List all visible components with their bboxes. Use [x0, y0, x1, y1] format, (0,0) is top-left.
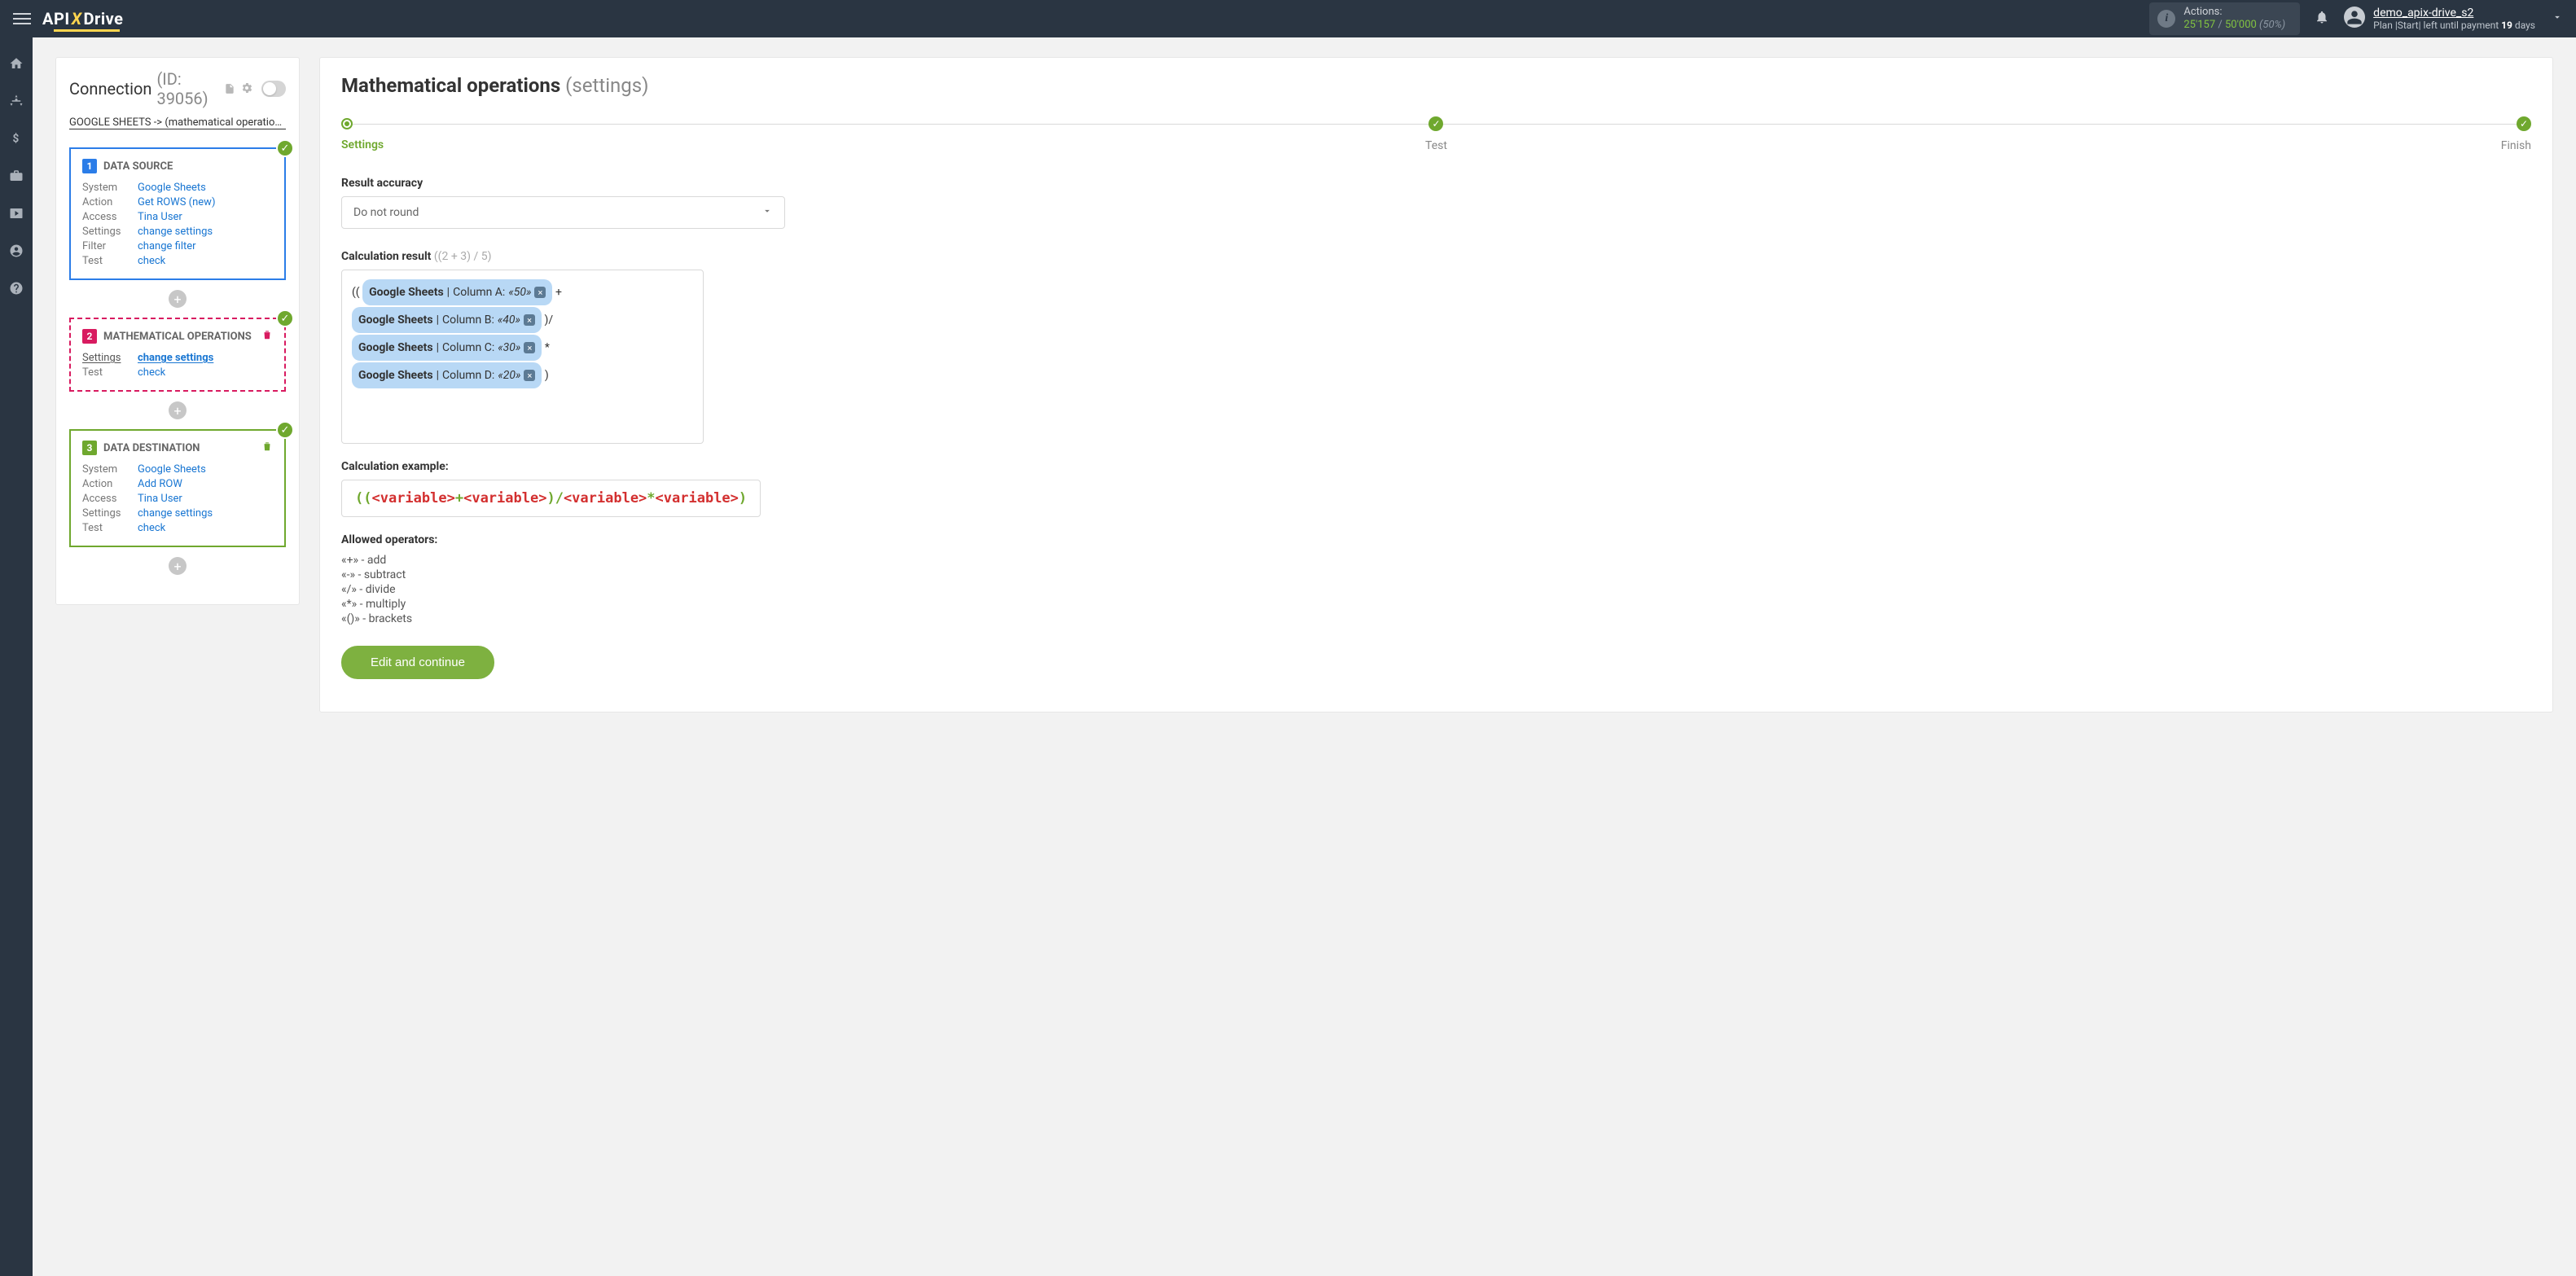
- source-settings[interactable]: change settings: [138, 226, 213, 238]
- remove-token-icon[interactable]: ×: [524, 314, 535, 326]
- nav-connections[interactable]: [0, 91, 33, 111]
- ops-list: «+» - add «-» - subtract «/» - divide «*…: [341, 553, 2531, 626]
- source-card[interactable]: ✓ 1DATA SOURCE SystemGoogle Sheets Actio…: [69, 147, 286, 280]
- dest-system[interactable]: Google Sheets: [138, 463, 206, 476]
- check-icon: ✓: [276, 309, 294, 327]
- chevron-down-icon: [761, 205, 773, 220]
- token-b[interactable]: Google Sheets | Column B: «40» ×: [352, 307, 542, 333]
- check-icon: ✓: [276, 139, 294, 157]
- page-title: Mathematical operations (settings): [341, 74, 2531, 97]
- formula-input[interactable]: (( Google Sheets | Column A: «50» × + Go…: [341, 270, 704, 444]
- check-icon: ✓: [276, 421, 294, 439]
- enable-toggle[interactable]: [261, 81, 286, 97]
- gear-icon[interactable]: [240, 79, 253, 99]
- accuracy-select[interactable]: Do not round: [341, 196, 785, 229]
- notifications-icon[interactable]: [2315, 10, 2329, 28]
- wizard-stepper: Settings ✓Test ✓Finish: [341, 116, 2531, 152]
- destination-card[interactable]: ✓ 3DATA DESTINATION SystemGoogle Sheets …: [69, 429, 286, 547]
- trash-icon[interactable]: [261, 441, 273, 455]
- actions-used: 25'157: [2183, 19, 2215, 31]
- add-step-button[interactable]: +: [169, 557, 187, 575]
- info-icon: i: [2157, 10, 2175, 28]
- step-finish[interactable]: ✓Finish: [1801, 116, 2531, 152]
- dest-access[interactable]: Tina User: [138, 493, 182, 505]
- nav-video[interactable]: [0, 204, 33, 223]
- connection-panel: Connection (ID: 39056) GOOGLE SHEETS -> …: [55, 57, 300, 605]
- left-nav: $: [0, 37, 33, 1276]
- source-system[interactable]: Google Sheets: [138, 182, 206, 194]
- remove-token-icon[interactable]: ×: [534, 287, 546, 298]
- avatar-icon: [2344, 7, 2365, 31]
- actions-counter[interactable]: i Actions: 25'157 / 50'000 (50%): [2149, 2, 2300, 34]
- dest-settings[interactable]: change settings: [138, 507, 213, 520]
- math-settings[interactable]: change settings: [138, 352, 213, 364]
- dest-title: DATA DESTINATION: [103, 442, 200, 454]
- source-title: DATA SOURCE: [103, 160, 173, 173]
- add-step-button[interactable]: +: [169, 290, 187, 308]
- settings-panel: Mathematical operations (settings) Setti…: [319, 57, 2553, 713]
- source-access[interactable]: Tina User: [138, 211, 182, 223]
- dest-action[interactable]: Add ROW: [138, 478, 182, 490]
- math-card[interactable]: ✓ 2MATHEMATICAL OPERATIONS Settingschang…: [69, 318, 286, 392]
- nav-home[interactable]: [0, 54, 33, 73]
- trash-icon[interactable]: [261, 329, 273, 344]
- calc-label: Calculation result ((2 + 3) / 5): [341, 250, 2531, 263]
- actions-pct: (50%): [2259, 19, 2285, 31]
- remove-token-icon[interactable]: ×: [524, 342, 535, 353]
- nav-account[interactable]: [0, 241, 33, 261]
- step-settings[interactable]: Settings: [341, 117, 1071, 151]
- nav-briefcase[interactable]: [0, 166, 33, 186]
- example-label: Calculation example:: [341, 460, 2531, 473]
- plan-info: Plan |Start| left until payment 19 days: [2373, 20, 2535, 31]
- accuracy-value: Do not round: [353, 206, 419, 219]
- edit-continue-button[interactable]: Edit and continue: [341, 646, 494, 679]
- token-d[interactable]: Google Sheets | Column D: «20» ×: [352, 362, 542, 388]
- user-menu[interactable]: demo_apix-drive_s2 Plan |Start| left unt…: [2344, 7, 2563, 31]
- connection-label: Connection: [69, 79, 151, 99]
- math-test[interactable]: check: [138, 366, 165, 379]
- add-step-button[interactable]: +: [169, 401, 187, 419]
- accuracy-label: Result accuracy: [341, 177, 2531, 190]
- actions-total: 50'000: [2225, 19, 2257, 31]
- actions-label: Actions:: [2183, 6, 2285, 19]
- app-header: APIXDrive i Actions: 25'157 / 50'000 (50…: [0, 0, 2576, 37]
- chevron-down-icon: [2552, 11, 2563, 26]
- menu-toggle[interactable]: [13, 13, 31, 24]
- example-box: ((<variable>+<variable>)/<variable>*<var…: [341, 480, 761, 517]
- remove-token-icon[interactable]: ×: [524, 370, 535, 381]
- math-title: MATHEMATICAL OPERATIONS: [103, 331, 252, 343]
- source-filter[interactable]: change filter: [138, 240, 196, 252]
- nav-help[interactable]: [0, 278, 33, 298]
- dest-test[interactable]: check: [138, 522, 165, 534]
- connection-id: (ID: 39056): [156, 69, 219, 108]
- username: demo_apix-drive_s2: [2373, 7, 2535, 20]
- logo[interactable]: APIXDrive: [42, 9, 123, 29]
- token-c[interactable]: Google Sheets | Column C: «30» ×: [352, 335, 542, 361]
- source-test[interactable]: check: [138, 255, 165, 267]
- source-action[interactable]: Get ROWS (new): [138, 196, 215, 208]
- nav-billing[interactable]: $: [0, 129, 33, 148]
- svg-text:$: $: [13, 133, 20, 146]
- doc-icon[interactable]: [224, 79, 235, 99]
- ops-label: Allowed operators:: [341, 533, 2531, 546]
- token-a[interactable]: Google Sheets | Column A: «50» ×: [362, 279, 552, 305]
- flow-name[interactable]: GOOGLE SHEETS -> (mathematical operation…: [69, 116, 286, 129]
- step-test[interactable]: ✓Test: [1071, 116, 1801, 152]
